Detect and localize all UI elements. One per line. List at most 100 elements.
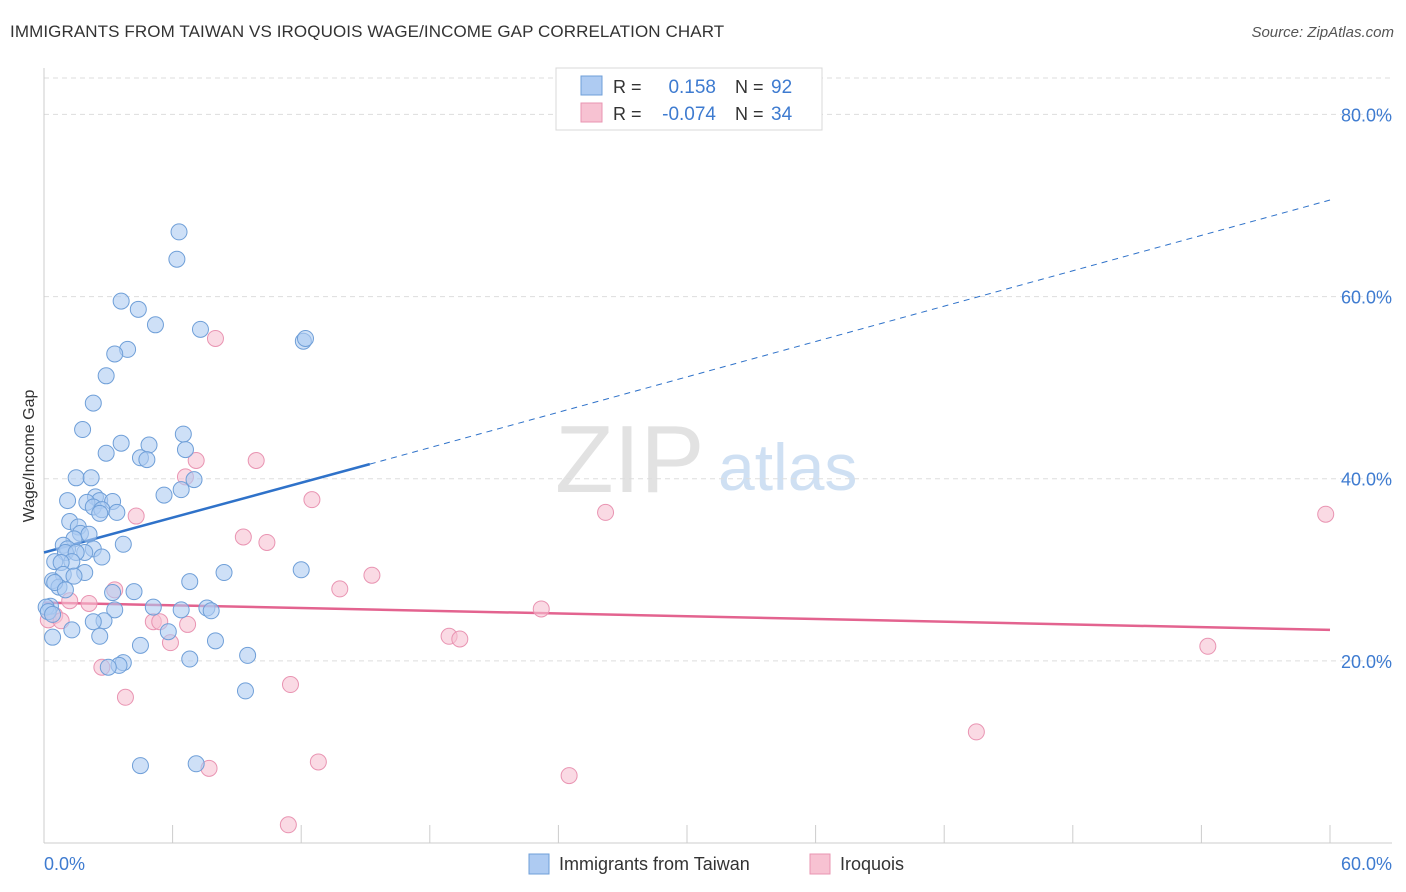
iroquois-point (206, 329, 224, 347)
taiwan-point (65, 567, 83, 585)
taiwan-point (67, 469, 85, 487)
taiwan-point (168, 250, 186, 268)
legend-swatch-taiwan (580, 75, 603, 96)
taiwan-point (44, 605, 62, 623)
taiwan-point (176, 441, 194, 459)
iroquois-point (281, 676, 299, 694)
taiwan-point (138, 451, 156, 469)
iroquois-point (1199, 637, 1217, 655)
trend-lines (43, 199, 1331, 632)
legend-n-label-iroquois: N = (735, 104, 764, 124)
iroquois-point (187, 452, 205, 469)
taiwan-point (131, 757, 149, 775)
taiwan-point (112, 292, 130, 310)
taiwan-point (172, 601, 190, 619)
taiwan-point (131, 636, 149, 654)
watermark-zip: ZIP (555, 406, 704, 513)
taiwan-point (125, 583, 143, 601)
x-tick-label-max: 60.0% (1341, 854, 1392, 874)
legend-n-value-taiwan: 92 (771, 77, 792, 98)
taiwan-trend-line (43, 462, 371, 554)
taiwan-points (37, 223, 314, 775)
legend-r-label-iroquois: R = (613, 104, 642, 124)
taiwan-point (170, 223, 188, 241)
legend-r-value-iroquois: -0.074 (662, 104, 716, 125)
iroquois-point (1317, 505, 1335, 523)
taiwan-point (296, 329, 314, 347)
taiwan-point (63, 621, 81, 639)
iroquois-point (303, 491, 321, 509)
iroquois-point (258, 533, 276, 551)
taiwan-point (104, 584, 122, 602)
legend-n-value-iroquois: 34 (771, 104, 793, 125)
taiwan-point (91, 504, 109, 522)
iroquois-point (234, 528, 252, 546)
taiwan-point (144, 598, 162, 616)
taiwan-point (187, 755, 205, 773)
y-tick-label: 80.0% (1341, 105, 1392, 125)
iroquois-points (39, 329, 1335, 834)
taiwan-point (59, 492, 77, 510)
iroquois-point (309, 753, 327, 771)
iroquois-point (560, 767, 578, 785)
taiwan-point (172, 481, 190, 499)
iroquois-point (127, 507, 145, 525)
taiwan-point (181, 650, 199, 668)
y-tick-label: 60.0% (1341, 288, 1392, 308)
chart-title: IMMIGRANTS FROM TAIWAN VS IROQUOIS WAGE/… (10, 22, 725, 41)
taiwan-point (239, 646, 257, 664)
taiwan-point (108, 503, 126, 521)
stats-legend: R = 0.158 N = 92 R = -0.074 N = 34 (555, 67, 823, 131)
bottom-legend-swatch-taiwan (528, 853, 550, 875)
iroquois-point (247, 452, 265, 469)
taiwan-point (84, 613, 102, 631)
iroquois-trend-line (43, 601, 1331, 632)
taiwan-point (191, 320, 209, 338)
bottom-legend-label-taiwan: Immigrants from Taiwan (559, 854, 750, 874)
taiwan-point (185, 471, 203, 489)
taiwan-point (206, 632, 224, 650)
taiwan-point (82, 469, 100, 487)
taiwan-point (146, 316, 164, 334)
taiwan-point (292, 561, 310, 579)
legend-r-label-taiwan: R = (613, 77, 642, 97)
taiwan-point (181, 573, 199, 591)
y-tick-label: 20.0% (1341, 652, 1392, 672)
bottom-legend-swatch-iroquois (809, 853, 831, 875)
taiwan-point (93, 548, 111, 566)
legend-n-label-taiwan: N = (735, 77, 764, 97)
taiwan-point (80, 525, 98, 543)
taiwan-point (155, 486, 173, 504)
taiwan-point (202, 602, 220, 620)
x-tick-label-min: 0.0% (44, 854, 85, 874)
iroquois-point (597, 503, 615, 521)
taiwan-point (91, 627, 109, 645)
source-label: Source: ZipAtlas.com (1251, 24, 1394, 41)
taiwan-point (129, 300, 147, 318)
y-axis-label: Wage/Income Gap (21, 390, 38, 523)
taiwan-point (56, 581, 74, 599)
iroquois-point (331, 580, 349, 598)
taiwan-point (84, 394, 102, 412)
watermark-atlas: atlas (718, 430, 857, 504)
taiwan-point (99, 658, 117, 676)
iroquois-point (451, 630, 469, 648)
iroquois-point (363, 566, 381, 584)
taiwan-point (106, 345, 124, 363)
taiwan-point (236, 682, 254, 700)
taiwan-trend-extension (369, 199, 1331, 465)
taiwan-point (97, 444, 115, 462)
taiwan-point (97, 367, 115, 385)
taiwan-point (174, 425, 192, 443)
iroquois-point (80, 594, 98, 612)
taiwan-point (74, 421, 92, 439)
grid-lines (44, 77, 1392, 662)
taiwan-point (44, 628, 62, 646)
axes (43, 68, 1392, 844)
iroquois-point (116, 688, 134, 706)
legend-r-value-taiwan: 0.158 (668, 77, 716, 98)
taiwan-point (215, 564, 233, 582)
taiwan-point (106, 601, 124, 619)
legend-swatch-iroquois (580, 102, 603, 123)
